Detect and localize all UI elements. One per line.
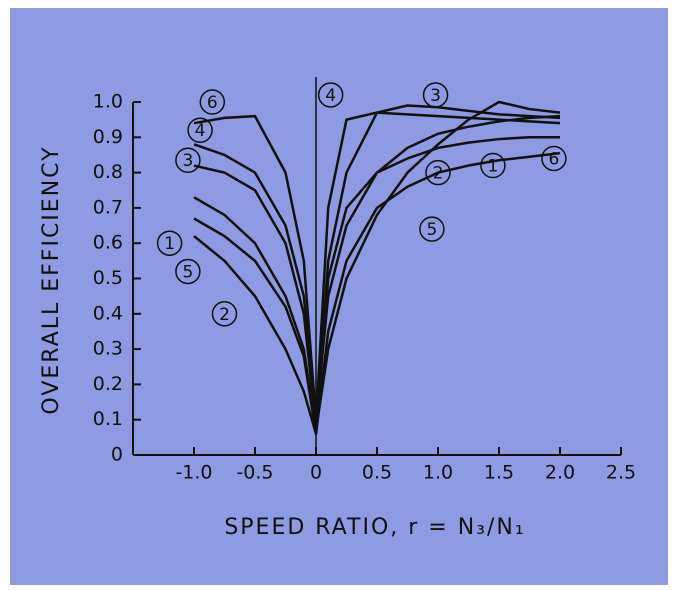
label-circle bbox=[156, 230, 183, 256]
label-circle bbox=[187, 117, 213, 143]
series-label: 4 bbox=[195, 121, 206, 141]
y-tick-label: 0.9 bbox=[93, 126, 123, 148]
label-circle bbox=[419, 216, 445, 242]
label-circle bbox=[541, 145, 567, 172]
series-label: 5 bbox=[426, 220, 437, 240]
series-label: 2 bbox=[219, 305, 230, 325]
series-label: 1 bbox=[164, 234, 175, 254]
series-label: 6 bbox=[207, 93, 218, 113]
label-circle bbox=[425, 159, 451, 186]
x-tick-label: 2.0 bbox=[545, 462, 575, 484]
x-tick-label: -1.0 bbox=[175, 462, 212, 484]
series-label: 4 bbox=[325, 86, 336, 106]
series-line bbox=[193, 151, 561, 436]
y-tick-label: 0.5 bbox=[93, 267, 123, 289]
y-tick-label: 0.3 bbox=[93, 338, 123, 360]
y-tick-label: 0.2 bbox=[93, 373, 123, 395]
y-axis-title: OVERALL EFFICIENCY bbox=[39, 145, 64, 414]
label-circle bbox=[175, 147, 201, 173]
y-tick-label: 0.6 bbox=[93, 232, 123, 254]
series-label: 5 bbox=[182, 262, 193, 282]
label-circle bbox=[317, 82, 344, 108]
x-tick-label: -0.5 bbox=[236, 462, 273, 484]
y-tick-label: 0 bbox=[111, 444, 123, 466]
label-circle bbox=[199, 89, 226, 115]
series-label: 6 bbox=[548, 149, 559, 169]
y-tick-label: 0.7 bbox=[93, 196, 123, 218]
y-tick-label: 0.1 bbox=[93, 408, 123, 430]
label-circle bbox=[175, 258, 201, 285]
x-tick-label: 2.5 bbox=[606, 462, 636, 484]
series-line bbox=[193, 100, 561, 432]
x-tick-label: 0.5 bbox=[362, 462, 392, 484]
series-label: 1 bbox=[487, 157, 498, 177]
x-tick-label: 1.0 bbox=[423, 462, 453, 484]
x-tick-label: 0 bbox=[310, 462, 322, 484]
label-circle bbox=[422, 82, 449, 108]
series-line bbox=[193, 114, 561, 421]
series-label: 3 bbox=[182, 151, 193, 171]
label-circle bbox=[480, 152, 506, 179]
y-tick-label: 0.8 bbox=[93, 161, 123, 183]
series-label: 2 bbox=[433, 164, 444, 184]
series-label: 3 bbox=[430, 86, 441, 106]
label-circle bbox=[211, 301, 238, 327]
series-line bbox=[193, 136, 560, 436]
y-tick-label: 0.4 bbox=[93, 302, 123, 324]
x-axis-title: SPEED RATIO, r = N₃/N₁ bbox=[224, 515, 525, 540]
series-line bbox=[193, 104, 561, 429]
y-tick-label: 1.0 bbox=[93, 91, 123, 113]
x-tick-label: 1.5 bbox=[484, 462, 514, 484]
series-line bbox=[193, 111, 561, 421]
